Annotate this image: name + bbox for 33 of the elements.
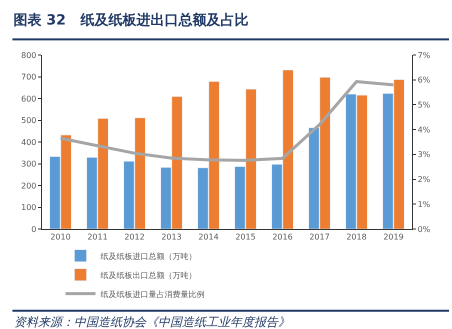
x-tick-label: 2012: [124, 232, 145, 242]
x-tick-label: 2014: [198, 232, 219, 242]
x-tick-label: 2013: [161, 232, 182, 242]
x-tick-label: 2010: [50, 232, 71, 242]
y-tick-label: 400: [21, 138, 36, 147]
x-tick-label: 2016: [272, 232, 293, 242]
x-tick-label: 2011: [87, 232, 108, 242]
x-tick-label: 2019: [383, 232, 404, 242]
y-tick-label: 500: [21, 116, 36, 126]
y-tick-label: 600: [21, 94, 36, 104]
legend-label: 纸及纸板进口总额（万吨）: [100, 252, 196, 261]
y2-tick-label: 4%: [418, 125, 431, 134]
x-tick-label: 2017: [309, 232, 330, 242]
y-tick-label: 0: [31, 224, 36, 234]
y2-tick-label: 1%: [418, 200, 431, 209]
y2-tick-label: 5%: [418, 100, 431, 110]
y2-tick-label: 0%: [418, 224, 431, 234]
y2-tick-label: 6%: [418, 76, 431, 85]
line-series: [59, 80, 395, 162]
y-tick-label: 800: [21, 50, 36, 60]
y-tick-label: 300: [21, 160, 36, 169]
x-tick-label: 2018: [346, 232, 367, 242]
x-tick-label: 2015: [235, 232, 256, 242]
chart-title: 图表 32 纸及纸板进出口总额及占比: [14, 12, 249, 29]
y-tick-label: 200: [21, 181, 36, 190]
y2-tick-label: 3%: [418, 150, 431, 160]
y2-tick-label: 2%: [418, 175, 431, 184]
y-tick-label: 700: [21, 72, 36, 82]
legend-label: 纸及纸板进口量占消费量比例: [100, 290, 204, 299]
y2-tick-label: 7%: [418, 50, 431, 60]
legend-label: 纸及纸板出口总额（万吨）: [100, 270, 196, 280]
y-tick-label: 100: [21, 203, 36, 212]
text: 资料来源：中国造纸协会《中国造纸工业年度报告》: [14, 315, 290, 329]
